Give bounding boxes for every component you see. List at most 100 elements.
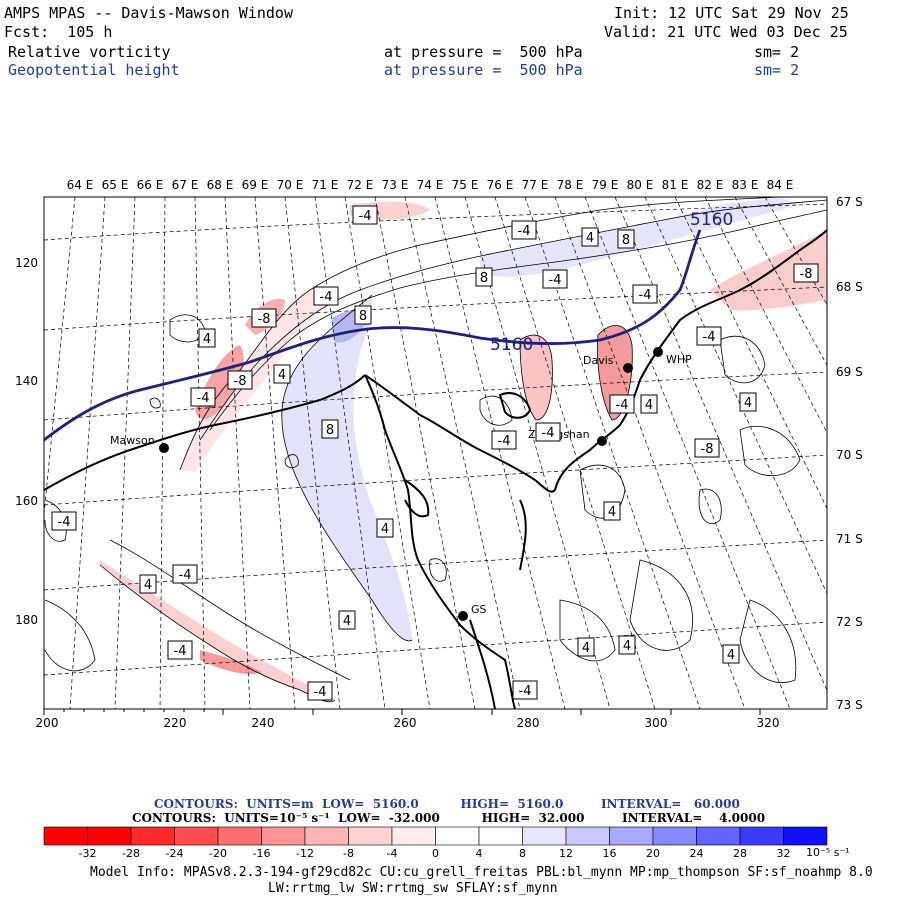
vorticity-label-box xyxy=(793,263,819,283)
model-info-2: LW:rrtmg_lw SW:rrtmg_sw SFLAY:sf_mynn xyxy=(268,881,558,896)
vorticity-label: 4 xyxy=(727,648,735,663)
field1-level: at pressure = 500 hPa xyxy=(384,43,583,61)
colorbar-tick-label: 8 xyxy=(519,847,526,860)
vorticity-label: 4 xyxy=(645,398,653,413)
vorticity-label-box xyxy=(352,205,378,225)
vorticity-label-box xyxy=(512,680,538,700)
vorticity-label-box xyxy=(577,637,595,657)
plot-title: AMPS MPAS -- Davis-Mawson Window xyxy=(4,4,293,22)
station-marker-zhongshan xyxy=(597,436,607,446)
colorbar-swatch xyxy=(348,826,393,846)
vorticity-label: -4 xyxy=(519,684,532,699)
lon-label: 84 E xyxy=(767,178,794,192)
contour-info-vorticity: CONTOURS: UNITS=10⁻⁵ s⁻¹ LOW= -32.000 HI… xyxy=(132,811,766,825)
vorticity-label-box xyxy=(603,501,621,521)
vorticity-label-box xyxy=(542,269,568,289)
colorbar-swatch xyxy=(696,826,741,846)
negative-vorticity-3 xyxy=(520,335,553,420)
vorticity-label: -4 xyxy=(314,685,327,700)
vorticity-label: -4 xyxy=(616,398,629,413)
vorticity-label: 4 xyxy=(744,396,752,411)
vorticity-label-box xyxy=(51,511,77,531)
vorticity-label-box xyxy=(167,640,193,660)
vorticity-label: 4 xyxy=(343,614,351,629)
colorbar-units: 10⁻⁵ s⁻¹ xyxy=(806,846,850,859)
vorticity-label: -8 xyxy=(800,267,813,282)
vorticity-label: 4 xyxy=(586,231,594,246)
lon-label: 67 E xyxy=(172,178,199,192)
lon-label: 80 E xyxy=(627,178,654,192)
colorbar-tick-label: -32 xyxy=(79,847,97,860)
vorticity-label: -4 xyxy=(174,644,187,659)
field1-name: Relative vorticity xyxy=(8,43,171,61)
colorbar-swatch xyxy=(391,826,436,846)
vorticity-label: -8 xyxy=(701,442,714,457)
plot-frame xyxy=(43,196,828,710)
vorticity-label: -4 xyxy=(320,290,333,305)
station-marker-gs xyxy=(458,611,468,621)
station-label-gs: GS xyxy=(471,603,487,616)
longitude-labels: 64 E 65 E 66 E 67 E 68 E 69 E 70 E 71 E … xyxy=(67,178,794,192)
x-axis-ticks xyxy=(43,709,761,715)
vorticity-label-box xyxy=(354,305,372,325)
colorbar-labels: -32 -28 -24 -20 -16 -12 -8 -4 0 4 8 12 16 20 24 28 32 xyxy=(79,847,791,860)
colorbar-swatch xyxy=(783,826,828,846)
y-tick-label: 140 xyxy=(15,374,38,388)
vorticity-label-box xyxy=(172,564,198,584)
latitude-labels: 67 S 68 S 69 S 70 S 71 S 72 S 73 S xyxy=(836,195,863,712)
vorticity-label-box xyxy=(139,574,157,594)
vorticity-label: -4 xyxy=(703,330,716,345)
colorbar-tick-label: -12 xyxy=(296,847,314,860)
colorbar-swatch xyxy=(43,826,88,846)
vorticity-label-box xyxy=(609,394,635,414)
lon-label: 65 E xyxy=(102,178,129,192)
lon-label: 79 E xyxy=(592,178,619,192)
vorticity-label: 4 xyxy=(608,505,616,520)
lat-label: 68 S xyxy=(836,280,863,294)
vorticity-label-box xyxy=(722,644,740,664)
field1-smoothing: sm= 2 xyxy=(754,43,800,61)
colorbar-swatch xyxy=(522,826,567,846)
lat-label: 67 S xyxy=(836,195,863,209)
lon-label: 69 E xyxy=(242,178,269,192)
vorticity-label: 4 xyxy=(278,368,286,383)
colorbar-swatch xyxy=(130,826,175,846)
colorbar-swatch xyxy=(609,826,654,846)
height-contour-labels: 5160 5160 xyxy=(490,210,733,355)
x-tick-label: 240 xyxy=(252,716,275,730)
vorticity-shading xyxy=(100,197,827,702)
station-marker-mawson xyxy=(159,443,169,453)
vorticity-label-box xyxy=(535,422,561,442)
colorbar-tick-label: -20 xyxy=(209,847,227,860)
vorticity-label: -4 xyxy=(197,391,210,406)
colorbar-tick-label: 20 xyxy=(646,847,660,860)
colorbar-swatch xyxy=(652,826,697,846)
vorticity-label: 8 xyxy=(326,423,334,438)
vorticity-label: 8 xyxy=(480,271,488,286)
colorbar-swatch xyxy=(217,826,262,846)
vorticity-label-box xyxy=(338,610,356,630)
vorticity-label: 8 xyxy=(622,233,630,248)
vorticity-label-box xyxy=(307,681,333,701)
negative-vorticity-wedge xyxy=(180,290,330,472)
lat-label: 70 S xyxy=(836,448,863,462)
field2-name: Geopotential height xyxy=(8,61,180,79)
lon-label: 68 E xyxy=(207,178,234,192)
station-label-davis: Davis xyxy=(583,354,614,367)
height-label: 5160 xyxy=(490,335,533,355)
x-tick-label: 200 xyxy=(36,716,59,730)
colorbar-tick-label: 24 xyxy=(690,847,704,860)
vorticity-label-box xyxy=(617,229,635,249)
height-contour-5160 xyxy=(44,229,702,442)
station-marker-whp xyxy=(653,347,663,357)
vorticity-label-box xyxy=(198,328,216,348)
colorbar-swatch xyxy=(304,826,349,846)
colorbar-tick-label: 32 xyxy=(777,847,791,860)
vorticity-label-box xyxy=(581,227,599,247)
vorticity-label: 4 xyxy=(144,578,152,593)
vorticity-label-box xyxy=(273,364,291,384)
valid-time: Valid: 21 UTC Wed 03 Dec 25 xyxy=(604,23,848,41)
positive-vorticity-band xyxy=(281,295,412,641)
vorticity-label-box xyxy=(313,286,339,306)
vorticity-label: -4 xyxy=(179,568,192,583)
